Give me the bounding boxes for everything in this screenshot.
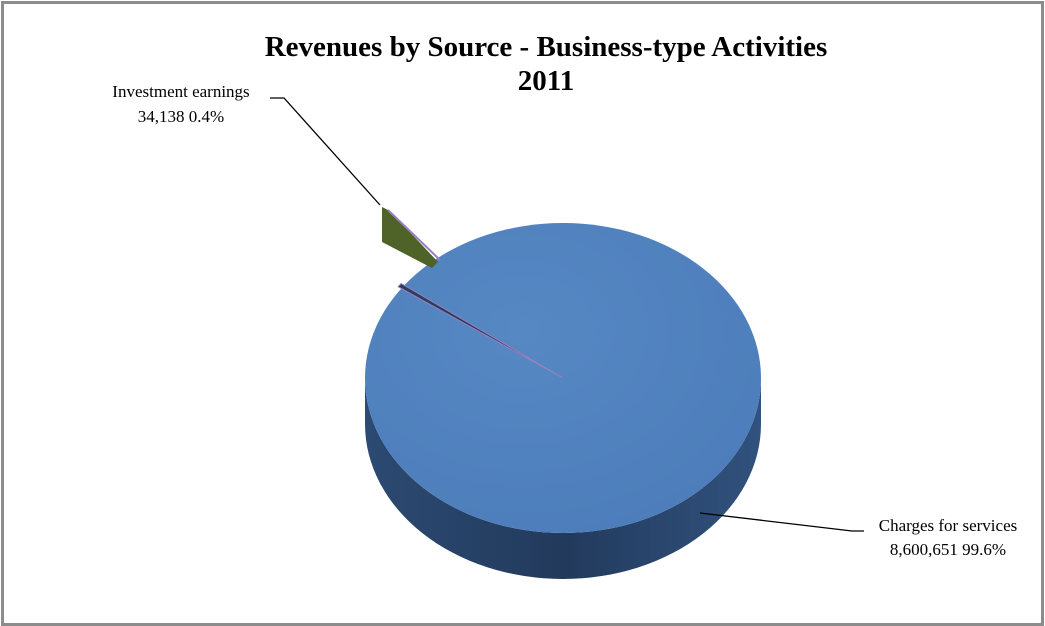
pie-group xyxy=(270,97,864,579)
pie-slice-investment-earnings-seam xyxy=(397,282,564,379)
pie-slice-investment-earnings-edge xyxy=(387,209,441,261)
slice-label-charges-for-services: Charges for services xyxy=(879,516,1017,535)
leader-line-charges-for-services xyxy=(699,512,864,532)
slice-label-investment-earnings: Investment earnings xyxy=(112,82,249,101)
slice-value-investment-earnings: 34,138 0.4% xyxy=(138,107,224,126)
pie-slice-charges-for-services-side xyxy=(365,378,761,579)
slice-value-charges-for-services: 8,600,651 99.6% xyxy=(890,540,1006,559)
leader-line-investment-earnings xyxy=(270,97,381,206)
pie-slice-investment-earnings xyxy=(382,207,438,268)
chart-title-line-2: 2011 xyxy=(518,65,574,97)
chart-title-line-1: Revenues by Source - Business-type Activ… xyxy=(265,31,828,63)
